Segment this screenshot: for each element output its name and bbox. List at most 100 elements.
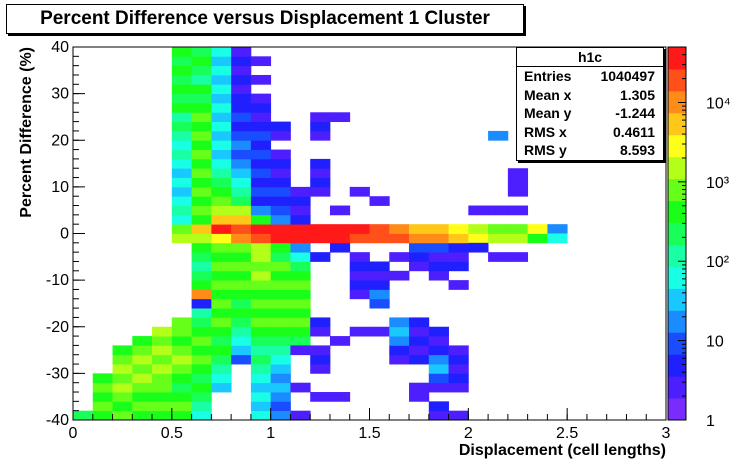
heatmap-cell	[310, 177, 331, 188]
stats-label: Mean y	[524, 105, 572, 121]
heatmap-cell	[488, 205, 509, 216]
heatmap-cell	[290, 280, 311, 290]
heatmap-cell	[191, 158, 212, 169]
heatmap-cell	[448, 224, 469, 234]
y-tick-label: 30	[51, 86, 69, 103]
heatmap-cell	[409, 392, 430, 402]
heatmap-cell	[250, 224, 272, 234]
heatmap-cell	[389, 224, 410, 234]
heatmap-cell	[211, 345, 232, 356]
heatmap-cell	[152, 345, 173, 356]
heatmap-cell	[290, 261, 311, 272]
heatmap-cell	[310, 130, 331, 141]
heatmap-cell	[369, 261, 390, 272]
heatmap-cell	[112, 382, 133, 393]
heatmap-cell	[448, 345, 469, 356]
y-tick-label: -20	[46, 319, 69, 336]
heatmap-cell	[191, 93, 212, 104]
heatmap-cell	[231, 280, 252, 290]
heatmap-cell	[171, 336, 192, 346]
heatmap-cell	[428, 326, 449, 337]
stats-row-rms-y: RMS y 8.593	[517, 141, 663, 160]
heatmap-cell	[428, 261, 449, 272]
heatmap-cell	[211, 84, 232, 95]
colorbar-segment	[668, 178, 686, 202]
heatmap-cell	[191, 242, 212, 253]
heatmap-cell	[171, 168, 192, 178]
heatmap-cell	[329, 205, 351, 216]
heatmap-cell	[310, 345, 331, 356]
heatmap-cell	[112, 354, 133, 365]
heatmap-cell	[191, 326, 212, 337]
heatmap-cell	[448, 382, 469, 393]
heatmap-cell	[231, 168, 252, 178]
heatmap-cell	[488, 130, 509, 141]
x-tick-label: 0	[69, 425, 78, 442]
heatmap-cell	[270, 317, 291, 328]
heatmap-cell	[290, 289, 311, 300]
heatmap-cell	[428, 224, 449, 234]
heatmap-cell	[171, 112, 192, 122]
colorbar-segment	[668, 244, 686, 267]
stats-value: 1040497	[600, 68, 655, 84]
colorbar-segment	[668, 266, 686, 289]
heatmap-cell	[369, 196, 390, 206]
heatmap-cell	[211, 140, 232, 150]
heatmap-cell	[191, 140, 212, 150]
heatmap-cell	[171, 74, 192, 85]
colorbar-segment	[668, 398, 686, 421]
heatmap-cell	[369, 270, 390, 281]
heatmap-cell	[250, 177, 272, 188]
stats-label: RMS y	[524, 142, 567, 158]
heatmap-cell	[250, 252, 272, 262]
heatmap-cell	[547, 224, 568, 234]
heatmap-cell	[527, 224, 548, 234]
heatmap-cell	[428, 373, 449, 384]
heatmap-cell	[171, 102, 192, 113]
heatmap-cell	[270, 214, 291, 225]
heatmap-cell	[171, 214, 192, 225]
heatmap-cell	[211, 196, 232, 206]
heatmap-cell	[112, 392, 133, 402]
heatmap-cell	[507, 186, 529, 197]
heatmap-cell	[211, 280, 232, 290]
heatmap-cell	[290, 186, 311, 197]
heatmap-cell	[448, 410, 469, 421]
heatmap-cell	[448, 280, 469, 290]
colorbar-segment	[668, 90, 686, 114]
heatmap-cell	[211, 102, 232, 113]
heatmap-cell	[132, 410, 153, 421]
heatmap-cell	[250, 121, 272, 132]
heatmap-cell	[409, 336, 430, 346]
heatmap-cell	[191, 47, 212, 57]
heatmap-cell	[349, 289, 370, 300]
heatmap-cell	[231, 158, 252, 169]
heatmap-cell	[310, 168, 331, 178]
heatmap-cell	[171, 130, 192, 141]
heatmap-cell	[310, 326, 331, 337]
heatmap-cell	[191, 74, 212, 85]
colorbar-tick-label: 10	[706, 334, 724, 351]
heatmap-cell	[310, 317, 331, 328]
heatmap-cell	[171, 84, 192, 95]
chart-title: Percent Difference versus Displacement 1…	[6, 4, 524, 34]
heatmap-cell	[409, 382, 430, 393]
heatmap-cell	[132, 401, 153, 412]
heatmap-cell	[171, 233, 192, 244]
heatmap-cell	[231, 84, 252, 95]
colorbar-segment	[668, 376, 686, 399]
heatmap-cell	[250, 392, 272, 402]
heatmap-cell	[191, 186, 212, 197]
heatmap-cell	[171, 65, 192, 76]
heatmap-cell	[290, 270, 311, 281]
heatmap-cell	[231, 149, 252, 160]
heatmap-cell	[211, 252, 232, 262]
heatmap-cell	[171, 382, 192, 393]
y-tick-label: -40	[46, 412, 69, 429]
x-tick-label: 2	[464, 425, 473, 442]
heatmap-cell	[250, 242, 272, 253]
heatmap-cell	[250, 56, 272, 67]
heatmap-cell	[389, 336, 410, 346]
heatmap-cell	[112, 345, 133, 356]
